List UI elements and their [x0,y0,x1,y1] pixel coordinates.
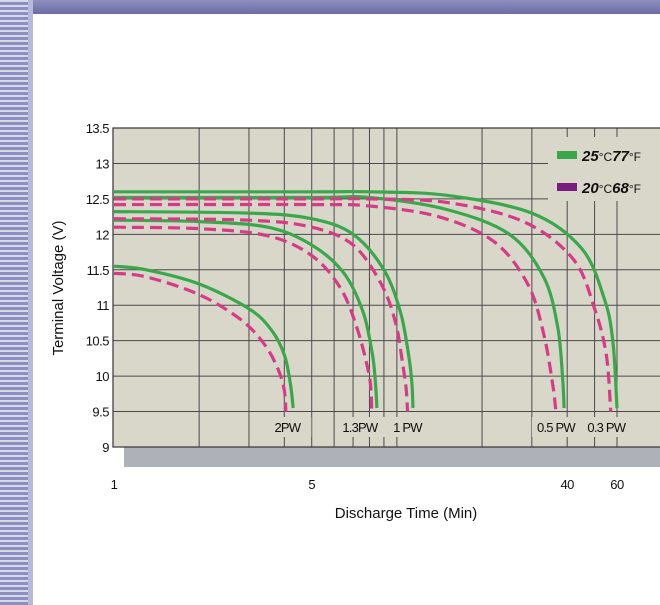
x-axis-title: Discharge Time (Min) [335,505,478,522]
curve-25c-1-3pw [113,218,379,409]
y-tick-label: 10 [96,369,110,384]
curve-label-bg [582,417,631,437]
left-decorative-edge [28,0,33,605]
curve-labels: 2PW 1.3PW 1 PW 0.5 PW 0.3 PW [263,417,631,437]
curve-label-bg [263,417,312,437]
legend-entry: 20°C68°F [581,180,641,197]
curve-20c-2pw [113,271,288,412]
y-axis-title: Terminal Voltage (V) [50,220,67,355]
curve-25c-0-3-pw [114,189,619,409]
curve-label-bg [531,417,580,437]
y-tick-label: 12.5 [86,192,110,207]
y-tick-label: 9.5 [92,405,109,420]
legend-swatch [557,151,577,159]
y-tick-label: 13.5 [86,121,110,136]
y-tick-label: 11 [97,298,110,313]
y-tick-label: 9 [102,440,109,455]
plot-shadow-floor [109,447,660,467]
curve-label: 0.5 PW [537,420,576,435]
left-decorative-stripes [0,0,28,605]
x-tick-label: 60 [610,477,624,492]
curve-20c-0-3-pw [113,197,613,412]
plot-frame [112,127,660,448]
header-band [0,0,660,14]
curve-label: 1.3PW [342,420,379,435]
y-tick-labels: 13.5 13 12.5 12 11.5 11 10.5 10 9.5 9 [86,121,110,455]
x-tick-label: 1 [111,477,118,492]
curve-20c-0-5-pw [113,202,558,412]
legend: 25°C77°F 20°C68°F [548,137,660,201]
curve-label: 1 PW [393,420,423,435]
curve-20c-1-3pw [113,225,374,412]
plot-floor-gap [109,447,124,467]
curve-label: 2PW [274,420,301,435]
y-tick-label: 12 [96,227,110,242]
curve-label-bg [335,417,384,437]
x-tick-labels: 1 5 40 60 [111,477,625,492]
legend-swatch [557,183,577,191]
x-tick-label: 40 [560,477,574,492]
plot-floor [124,447,660,467]
curve-layer [113,189,619,412]
y-tick-label: 10.5 [86,334,110,349]
curve-25c-2pw [113,264,295,409]
curve-25c-1-pw [113,210,415,409]
curve-label: 0.3 PW [587,420,626,435]
legend-entry: 25°C77°F [581,148,641,165]
y-tick-label: 13 [96,156,110,171]
curve-label-bg [383,417,432,437]
x-tick-label: 5 [308,477,315,492]
curve-20c-1-pw [113,217,410,412]
y-tick-label: 11.5 [87,263,110,278]
